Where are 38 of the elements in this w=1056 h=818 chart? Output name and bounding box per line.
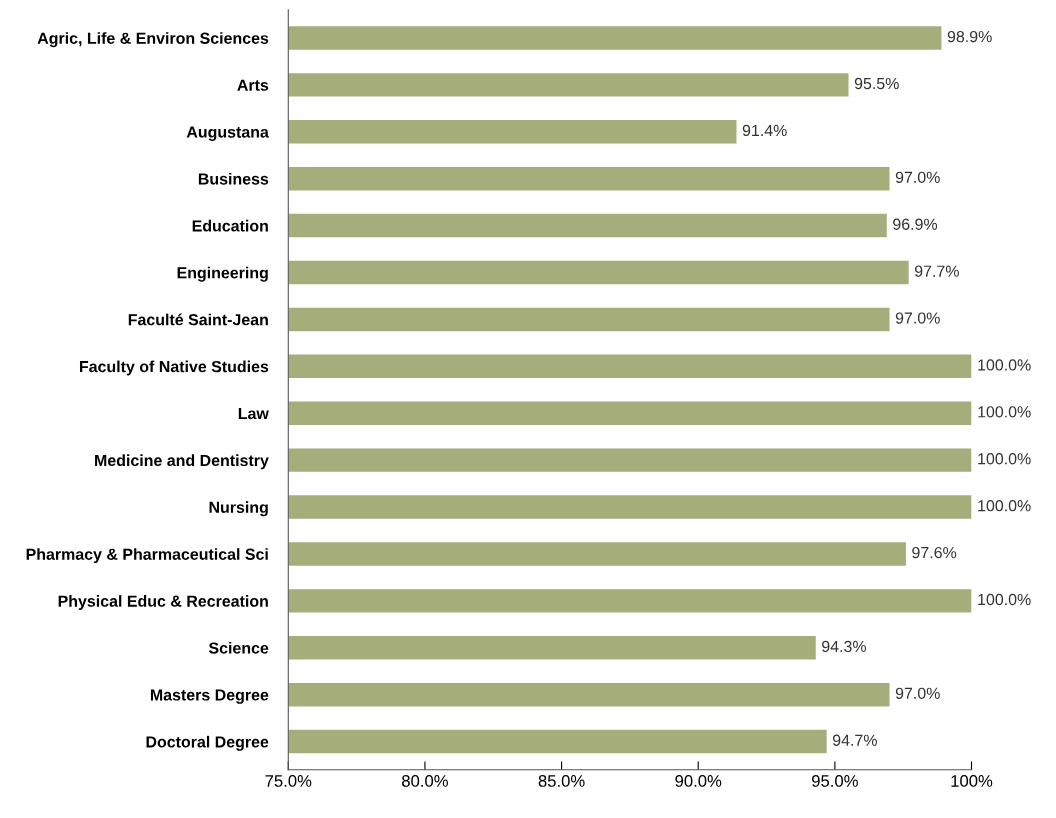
y-tick-label: Nursing (209, 501, 268, 517)
x-tick-label: 90.0% (675, 775, 722, 787)
y-tick-label: Physical Educ & Recreation (58, 595, 268, 610)
y-tick-label: Doctoral Degree (146, 735, 269, 751)
y-tick-label: Business (198, 172, 269, 185)
data-label: 96.9% (893, 218, 938, 230)
x-tick-label: 85.0% (538, 775, 585, 787)
x-tick-label: 80.0% (402, 775, 448, 787)
data-label: 97.0% (895, 312, 940, 324)
y-tick-label: Augustana (186, 126, 269, 141)
y-tick-label: Pharmacy & Pharmaceutical Sci (26, 548, 268, 564)
x-tick-label: 100% (951, 775, 993, 787)
data-label: 100.0% (978, 593, 1031, 606)
data-label: 100.0% (978, 500, 1031, 512)
y-tick-label: Engineering (177, 266, 268, 282)
data-label: 91.4% (742, 124, 787, 137)
y-tick-label: Science (208, 641, 269, 654)
data-label: 98.9% (947, 30, 992, 43)
y-tick-label: Agric, Life & Environ Sciences (37, 32, 269, 48)
data-label: 100.0% (978, 406, 1031, 418)
y-tick-label: Arts (237, 79, 269, 91)
x-tick-label: 75.0% (265, 775, 312, 787)
data-label: 94.7% (832, 734, 877, 746)
y-tick-label: Medicine and Dentistry (95, 454, 269, 470)
data-label: 97.0% (895, 171, 940, 183)
y-tick-label: Education (192, 219, 268, 232)
data-label: 94.3% (822, 640, 867, 653)
data-label: 100.0% (978, 453, 1031, 465)
data-label: 100.0% (978, 359, 1031, 371)
data-label: 97.7% (914, 265, 959, 277)
y-tick-label: Faculté Saint-Jean (128, 313, 268, 326)
data-label: 97.6% (912, 546, 957, 559)
y-tick-label: Law (238, 408, 269, 420)
y-tick-label: Faculty of Native Studies (79, 360, 269, 376)
x-tick-label: 95.0% (812, 775, 858, 787)
data-label: 95.5% (854, 77, 899, 90)
data-label: 97.0% (895, 687, 940, 699)
y-tick-label: Masters Degree (150, 689, 269, 704)
